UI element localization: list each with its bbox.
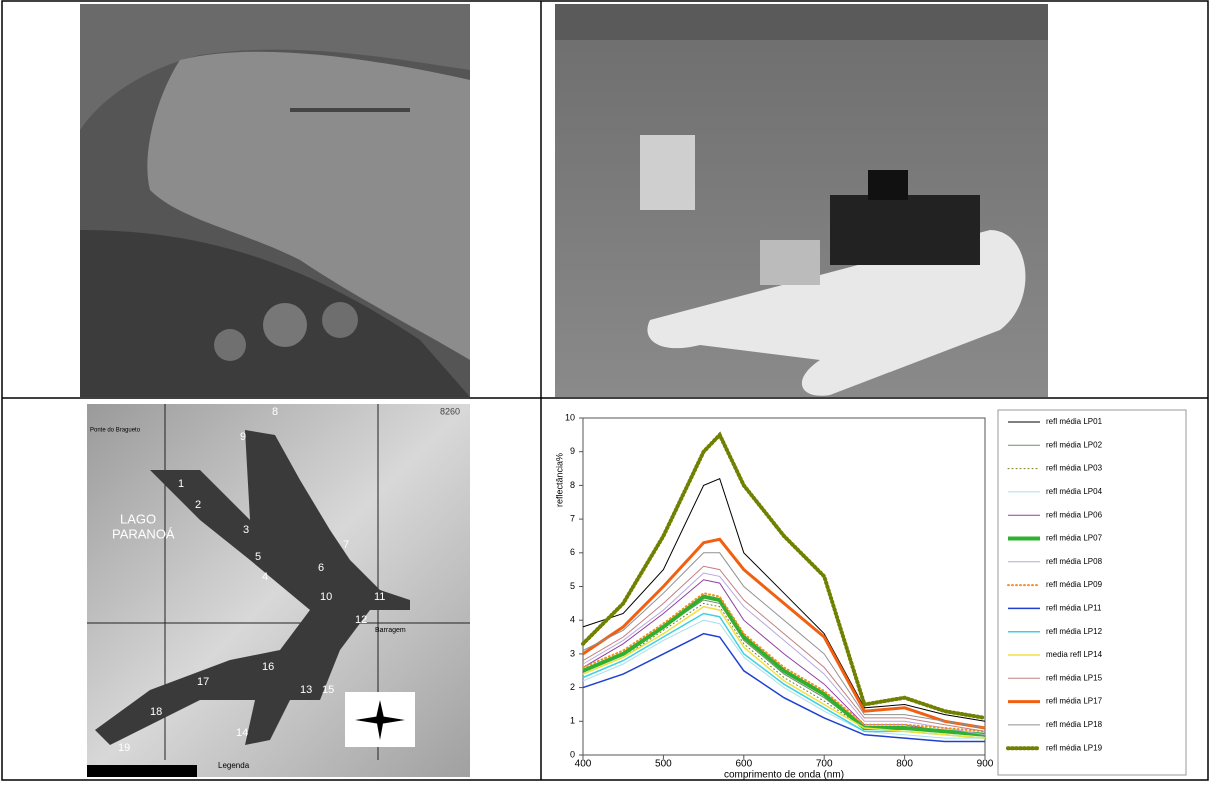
map-point: 1 [178,478,184,490]
legend-label: refl média LP09 [1046,580,1103,589]
y-axis-label: reflectância% [554,453,564,507]
legend-label: refl média LP07 [1046,534,1103,543]
map-point: 15 [322,684,334,696]
map-title: PARANOÁ [112,526,175,541]
y-tick-label: 7 [570,513,575,523]
map-point: 16 [262,661,274,673]
legend-label: refl média LP01 [1046,417,1103,426]
aerial-photo [80,4,470,397]
map: LAGO PARANOÁ Legenda 8260 Barragem Ponte… [87,404,470,777]
y-tick-label: 9 [570,446,575,456]
page: {"map": {"title": ["LAGO", "PARANOÁ"], "… [0,0,1211,787]
y-tick-label: 4 [570,615,575,625]
legend-label: refl média LP19 [1046,743,1103,752]
y-tick-label: 8 [570,480,575,490]
x-tick-label: 700 [816,759,833,770]
map-point: 14 [236,727,248,739]
map-point: 12 [355,614,367,626]
map-legend: Legenda [218,761,250,770]
map-point: 3 [243,524,249,536]
map-point: 2 [195,499,201,511]
legend-label: media refl LP14 [1046,650,1103,659]
map-point: 18 [150,706,162,718]
map-point: 7 [343,539,349,551]
legend-label: refl média LP15 [1046,673,1103,682]
x-tick-label: 800 [896,759,913,770]
legend-label: refl média LP02 [1046,440,1103,449]
legend-label: refl média LP08 [1046,557,1103,566]
map-point: 8 [272,406,278,418]
document: LAGO PARANOÁ Legenda 8260 Barragem Ponte… [0,0,1211,782]
x-tick-label: 600 [735,759,752,770]
map-point: 5 [255,551,261,563]
map-point: 11 [374,591,385,603]
y-tick-label: 5 [570,581,575,591]
boat-photo [555,4,1048,397]
map-point: 19 [118,742,130,754]
y-tick-label: 3 [570,648,575,658]
map-title: LAGO [120,511,156,526]
legend-label: refl média LP17 [1046,697,1103,706]
legend-label: refl média LP18 [1046,720,1103,729]
legend-label: refl média LP12 [1046,627,1103,636]
y-tick-label: 10 [565,412,575,422]
map-point: 4 [262,571,268,583]
map-point: 6 [318,562,324,574]
legend-label: refl média LP06 [1046,510,1103,519]
y-tick-label: 6 [570,547,575,557]
chart: reflectância% comprimento de onda (nm) 0… [554,410,1186,781]
map-point: 10 [320,591,332,603]
map-label: Barragem [375,627,406,634]
x-axis-label: comprimento de onda (nm) [724,770,844,781]
map-coordinate: 8260 [440,406,460,416]
y-tick-label: 1 [570,716,575,726]
legend-label: refl média LP03 [1046,464,1103,473]
y-tick-label: 2 [570,682,575,692]
legend-label: refl média LP11 [1046,604,1102,613]
x-tick-label: 900 [977,759,994,770]
map-point: 13 [300,684,312,696]
x-tick-label: 400 [575,759,592,770]
map-label: Ponte do Bragueto [90,428,141,434]
map-point: 17 [197,676,209,688]
x-tick-label: 500 [655,759,672,770]
legend-label: refl média LP04 [1046,487,1103,496]
map-point: 9 [240,431,246,443]
